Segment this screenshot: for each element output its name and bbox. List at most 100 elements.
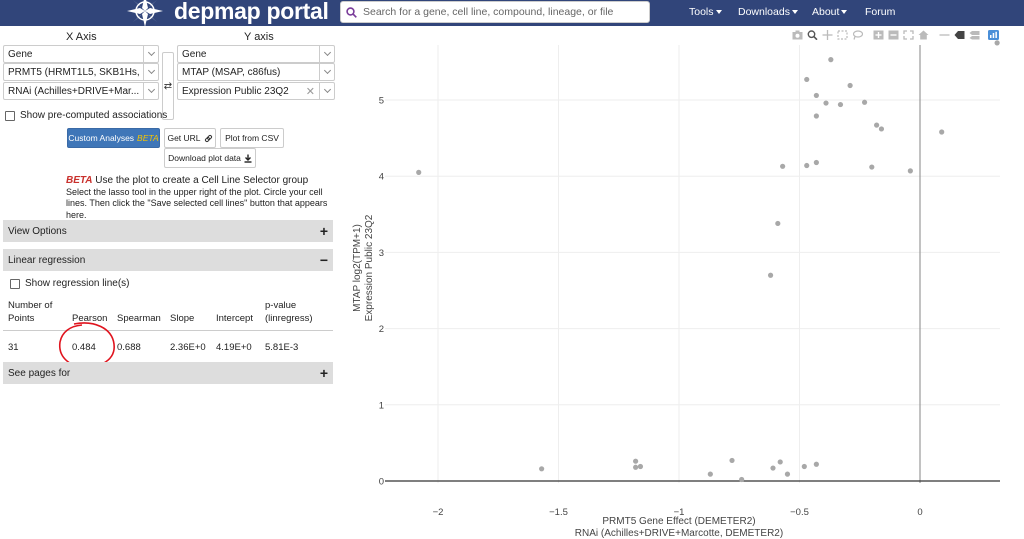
chevron-down-icon[interactable] <box>143 64 158 80</box>
col-slope: Slope <box>170 313 195 324</box>
data-point[interactable] <box>994 40 1000 46</box>
view-options-panel-header[interactable]: View Options + <box>3 220 333 242</box>
x-feature-select[interactable]: PRMT5 (HRMT1L5, SKB1Hs, SK... <box>3 63 159 81</box>
show-precomputed-toggle[interactable]: Show pre-computed associations <box>5 110 167 121</box>
search-input[interactable] <box>361 5 645 19</box>
chevron-down-icon[interactable] <box>143 83 158 99</box>
pan-icon[interactable] <box>822 30 833 40</box>
data-point[interactable] <box>539 466 545 472</box>
y-dataset-select[interactable]: Expression Public 23Q2 ✕ <box>177 82 335 100</box>
data-point[interactable] <box>907 168 913 174</box>
data-point[interactable] <box>837 101 844 108</box>
see-pages-panel-header[interactable]: See pages for + <box>3 362 333 384</box>
camera-icon[interactable] <box>792 30 803 40</box>
data-point[interactable] <box>729 457 735 464</box>
swap-icon: ⇄ <box>163 80 173 92</box>
data-point[interactable] <box>939 129 945 135</box>
depmap-logo[interactable]: depmap portal <box>122 0 329 28</box>
data-point[interactable] <box>707 471 713 477</box>
data-point[interactable] <box>416 169 422 175</box>
y-type-select[interactable]: Gene <box>177 45 335 63</box>
data-point[interactable] <box>878 126 885 132</box>
data-point[interactable] <box>633 458 639 464</box>
data-point[interactable] <box>823 100 829 106</box>
x-axis-subtitle: RNAi (Achilles+DRIVE+Marcotte, DEMETER2) <box>575 528 783 539</box>
spike-icon[interactable] <box>939 30 950 40</box>
value-spearman: 0.688 <box>117 341 141 353</box>
table-divider <box>3 330 333 331</box>
data-point[interactable] <box>784 471 791 477</box>
x-tick-label: −0.5 <box>790 507 809 518</box>
nav-forum-label: Forum <box>865 6 896 18</box>
data-point[interactable] <box>637 463 644 470</box>
data-point[interactable] <box>633 464 639 470</box>
show-precomputed-checkbox[interactable] <box>5 110 15 121</box>
data-point[interactable] <box>874 122 880 128</box>
data-point[interactable] <box>813 159 819 166</box>
brand-name: depmap portal <box>174 0 329 24</box>
y-tick-label: 2 <box>379 324 384 335</box>
nav-tools[interactable]: Tools <box>689 6 722 18</box>
data-point[interactable] <box>780 163 786 169</box>
data-point[interactable] <box>847 82 853 89</box>
plotly-logo-icon[interactable] <box>988 30 999 40</box>
x-tick-label: −1 <box>674 507 685 518</box>
show-regression-toggle[interactable]: Show regression line(s) <box>10 278 130 289</box>
plot-from-csv-button[interactable]: Plot from CSV <box>220 128 284 148</box>
col-intercept: Intercept <box>216 313 253 324</box>
clear-icon[interactable]: ✕ <box>305 85 315 98</box>
chevron-down-icon[interactable] <box>319 83 334 99</box>
see-pages-label: See pages for <box>8 367 71 379</box>
data-point[interactable] <box>801 463 807 470</box>
download-icon <box>244 154 252 163</box>
data-point[interactable] <box>828 57 834 63</box>
swap-axes-button[interactable]: ⇄ <box>162 52 174 120</box>
x-type-select[interactable]: Gene <box>3 45 159 63</box>
data-point[interactable] <box>813 92 819 99</box>
zoom-in-icon[interactable] <box>873 30 884 40</box>
data-point[interactable] <box>861 99 868 105</box>
custom-analyses-button[interactable]: Custom Analyses BETA <box>67 128 160 148</box>
zoom-out-icon[interactable] <box>888 30 899 40</box>
nav-downloads[interactable]: Downloads <box>738 6 798 18</box>
beta-note-headline: Use the plot to create a Cell Line Selec… <box>95 175 309 186</box>
table-row: 31 0.484 0.688 2.36E+0 4.19E+0 5.81E-3 <box>8 325 331 363</box>
y-dataset-value: Expression Public 23Q2 <box>182 85 289 97</box>
data-point[interactable] <box>804 162 810 169</box>
data-point[interactable] <box>869 164 875 170</box>
global-search-box[interactable] <box>340 1 650 23</box>
reset-icon[interactable] <box>918 30 929 40</box>
zoom-icon[interactable] <box>807 30 818 40</box>
show-regression-checkbox[interactable] <box>10 278 20 289</box>
data-point[interactable] <box>767 272 774 278</box>
chevron-down-icon[interactable] <box>143 46 158 62</box>
nav-about[interactable]: About <box>812 6 848 18</box>
nav-forum[interactable]: Forum <box>865 6 895 18</box>
col-pearson: Pearson <box>72 313 108 324</box>
chevron-down-icon[interactable] <box>319 64 334 80</box>
box-select-icon[interactable] <box>837 30 848 40</box>
cell-line-selector-note: BETA Use the plot to create a Cell Line … <box>66 175 336 221</box>
lasso-icon[interactable] <box>852 30 863 40</box>
get-url-button[interactable]: Get URL <box>164 128 216 148</box>
data-point[interactable] <box>813 461 819 467</box>
value-intercept: 4.19E+0 <box>216 341 252 353</box>
download-plot-data-button[interactable]: Download plot data <box>164 148 256 168</box>
hover-compare-icon[interactable] <box>969 30 980 40</box>
data-point[interactable] <box>739 476 745 483</box>
y-feature-select[interactable]: MTAP (MSAP, c86fus) <box>177 63 335 81</box>
chevron-down-icon[interactable] <box>319 46 334 62</box>
data-point[interactable] <box>777 459 783 465</box>
data-point[interactable] <box>770 465 776 471</box>
data-point[interactable] <box>775 220 781 227</box>
show-regression-label: Show regression line(s) <box>25 278 130 289</box>
data-point[interactable] <box>804 76 810 83</box>
hover-closest-icon[interactable] <box>954 30 965 40</box>
autoscale-icon[interactable] <box>903 30 914 40</box>
value-pearson: 0.484 <box>72 341 96 353</box>
data-point[interactable] <box>813 113 819 119</box>
x-dataset-select[interactable]: RNAi (Achilles+DRIVE+Mar... <box>3 82 159 100</box>
linear-regression-panel-header[interactable]: Linear regression − <box>3 249 333 271</box>
search-icon <box>346 6 357 18</box>
